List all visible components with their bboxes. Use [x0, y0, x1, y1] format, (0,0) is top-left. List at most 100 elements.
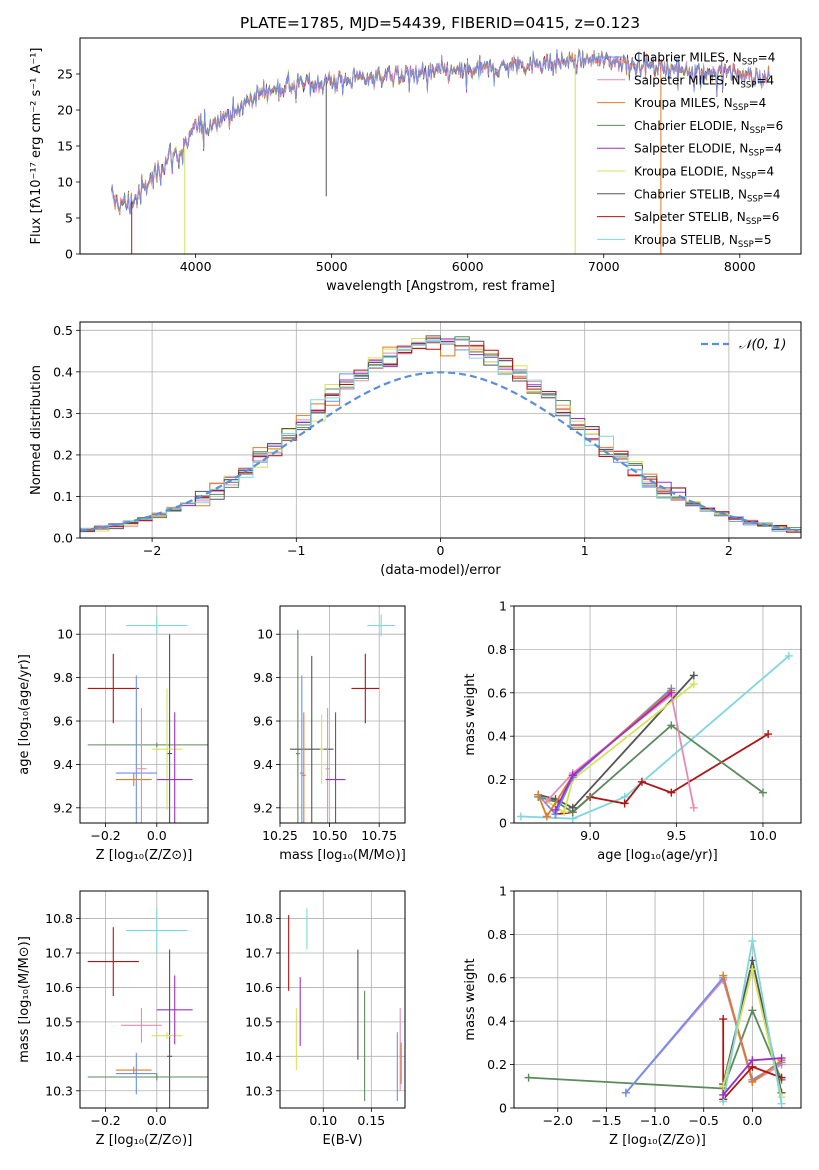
legend-label: Kroupa STELIB, NSSP=5	[634, 233, 772, 250]
y-tick-label: 20	[57, 103, 73, 118]
axes-frame	[279, 605, 406, 824]
x-tick-label: −0.2	[90, 828, 120, 843]
y-tick-label: 5	[65, 211, 73, 226]
y-tick-label: 9.2	[53, 800, 73, 815]
legend-label: 𝒩(0, 1)	[739, 338, 786, 353]
y-tick-label: 10.7	[45, 946, 73, 961]
y-tick-label: 1	[499, 599, 507, 614]
legend-label: Chabrier ELODIE, NSSP=6	[634, 119, 783, 136]
y-tick-label: 0	[65, 247, 73, 262]
y-tick-label: 0.4	[487, 1014, 507, 1029]
data-point-marker	[542, 797, 551, 806]
legend-label-sub: SSP	[746, 217, 762, 227]
x-tick-label: −1.5	[591, 1113, 621, 1128]
x-axis-label: Z [log₁₀(Z/Z⊙)]	[96, 1133, 193, 1148]
legend-label-end: =4	[756, 73, 774, 87]
y-tick-label: 10	[257, 627, 273, 642]
legend-label: Chabrier MILES, NSSP=4	[634, 51, 775, 68]
y-tick-label: 15	[57, 139, 73, 154]
chart-age_vs_mass: 10.25 10.50 10.75 9.2 9.4 9.6 9.8 10 mass [log₁₀…	[253, 605, 406, 863]
y-tick-label: 10.8	[245, 911, 273, 926]
data-point-marker	[621, 1088, 630, 1097]
data-point-marker	[568, 771, 577, 780]
mass-weight-line	[528, 1007, 783, 1090]
plot-area	[524, 936, 786, 1108]
legend-label: Chabrier STELIB, NSSP=4	[634, 187, 781, 204]
data-point-marker	[568, 803, 577, 812]
y-tick-label: 9.2	[253, 800, 273, 815]
chart-mass_vs_EBV: 0.10 0.15 10.3 10.4 10.5 10.6 10.7 10.8 E(B-V)	[245, 890, 406, 1148]
legend-label-sub: SSP	[738, 240, 754, 250]
axes-frame	[79, 321, 802, 539]
data-point-marker	[689, 680, 698, 689]
y-tick-label: 25	[57, 67, 73, 82]
x-tick-label: 10.25	[262, 828, 298, 843]
chart-mass_weight_vs_age: 9.0 9.5 10.0 0 0.2 0.4 0.6 0.8 1 age [log₁₀(age/y…	[463, 599, 802, 863]
data-point-marker	[551, 805, 560, 814]
legend-label-base: Chabrier ELODIE, N	[634, 119, 750, 133]
chart-mass_vs_Z: −0.2 0.0 10.3 10.4 10.5 10.6 10.7 10.8 Z [log₁₀(…	[17, 890, 209, 1148]
legend-label-sub: SSP	[741, 172, 757, 182]
y-tick-label: 0.3	[53, 406, 73, 421]
axes-frame	[513, 890, 802, 1109]
y-tick-label: 9.4	[253, 757, 273, 772]
y-tick-label: 1	[499, 884, 507, 899]
data-point-marker	[777, 1099, 786, 1108]
data-point-marker	[524, 1073, 533, 1082]
data-point-marker	[748, 1077, 757, 1086]
y-tick-label: 10.3	[245, 1083, 273, 1098]
data-point-marker	[748, 1056, 757, 1065]
legend-label: Salpeter ELODIE, NSSP=4	[634, 142, 782, 159]
legend-label: Kroupa ELODIE, NSSP=4	[634, 165, 774, 182]
legend-label: Salpeter STELIB, NSSP=6	[634, 210, 779, 227]
x-tick-label: 4000	[180, 259, 212, 274]
x-tick-label: −2.0	[543, 1113, 573, 1128]
plot-area	[110, 47, 770, 254]
data-point-marker	[777, 1054, 786, 1063]
data-point-marker	[534, 790, 543, 799]
data-point-marker	[560, 808, 569, 817]
x-tick-label: 9.5	[667, 828, 687, 843]
y-tick-label: 0.1	[53, 489, 73, 504]
x-tick-label: 0	[437, 543, 445, 558]
y-tick-label: 9.4	[53, 757, 73, 772]
y-tick-label: 9.6	[253, 714, 273, 729]
axes-frame	[79, 37, 802, 255]
plot-area	[516, 651, 793, 823]
y-tick-label: 0.4	[487, 729, 507, 744]
y-tick-label: 10.3	[45, 1083, 73, 1098]
chart-age_vs_Z: −0.2 0.0 9.2 9.4 9.6 9.8 10 Z [log₁₀(Z/Z⊙)] age …	[17, 605, 209, 863]
legend-label-sub: SSP	[741, 80, 757, 90]
legend-label-end: =5	[754, 233, 772, 247]
residual-histogram	[80, 341, 801, 533]
y-tick-label: 10.7	[245, 946, 273, 961]
normal-curve	[80, 371, 799, 532]
y-tick-label: 0.5	[53, 323, 73, 338]
x-axis-label: age [log₁₀(age/yr)]	[597, 848, 718, 863]
data-point-marker	[667, 788, 676, 797]
y-axis-label: Flux [fλ10⁻¹⁷ erg cm⁻² s⁻¹ A⁻¹]	[29, 48, 44, 245]
data-point-marker	[748, 936, 757, 945]
y-tick-label: 0.2	[487, 772, 507, 787]
x-tick-label: 0.0	[742, 1113, 762, 1128]
legend-label-base: Kroupa STELIB, N	[634, 233, 738, 247]
mass-weight-line	[537, 674, 695, 809]
x-tick-label: 10.75	[361, 828, 397, 843]
data-point-marker	[748, 965, 757, 974]
data-point-marker	[719, 1015, 728, 1024]
x-tick-label: 10.0	[749, 828, 777, 843]
legend-label-end: =6	[766, 119, 784, 133]
y-tick-label: 0.2	[487, 1057, 507, 1072]
legend-label-base: Salpeter MILES, N	[634, 73, 741, 87]
spectrum-line	[110, 49, 770, 215]
chart-residuals: −2 −1 0 1 2 0.0 0.1 0.2 0.3 0.4 0.5 (data-model)/er…	[29, 321, 802, 578]
y-tick-label: 9.8	[253, 670, 273, 685]
y-tick-label: 10	[57, 627, 73, 642]
legend-label-end: =4	[756, 165, 774, 179]
x-tick-label: 2	[725, 543, 733, 558]
legend-label-end: =4	[758, 51, 776, 65]
data-point-marker	[637, 777, 646, 786]
legend-label-end: =6	[762, 210, 780, 224]
x-tick-label: 10.50	[312, 828, 348, 843]
